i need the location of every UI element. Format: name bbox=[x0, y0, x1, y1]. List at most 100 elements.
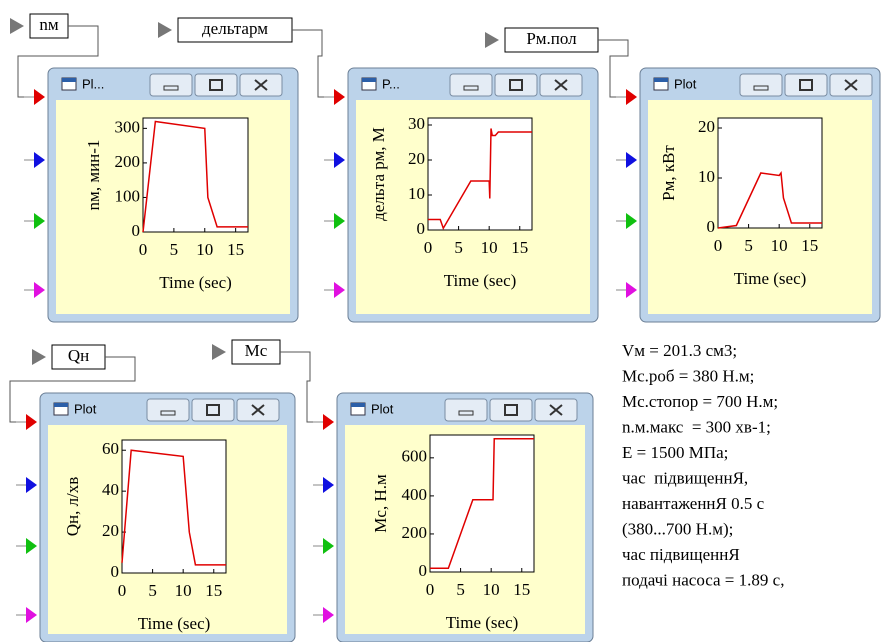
y-tick-label: 30 bbox=[408, 114, 425, 133]
y-tick-label: 300 bbox=[115, 117, 141, 136]
input-port bbox=[626, 282, 637, 298]
maximize-button[interactable] bbox=[192, 399, 234, 421]
y-tick-label: 0 bbox=[417, 219, 426, 238]
x-tick-label: 5 bbox=[744, 236, 753, 255]
y-axis-label: Qн, л/хв bbox=[63, 477, 82, 537]
x-tick-label: 5 bbox=[456, 580, 465, 599]
tag-arrow bbox=[32, 349, 46, 365]
y-tick-label: 400 bbox=[402, 485, 428, 504]
x-tick-label: 15 bbox=[511, 238, 528, 257]
input-port bbox=[626, 89, 637, 105]
input-port bbox=[26, 477, 37, 493]
tag-label: nм bbox=[39, 15, 59, 34]
input-port bbox=[626, 213, 637, 229]
y-tick-label: 0 bbox=[707, 217, 716, 236]
note-line: навантаженнЯ 0.5 с bbox=[622, 494, 765, 513]
x-axis-label: Time (sec) bbox=[734, 269, 807, 288]
tag-arrow bbox=[212, 344, 226, 360]
y-tick-label: 10 bbox=[408, 184, 425, 203]
maximize-button[interactable] bbox=[195, 74, 237, 96]
x-axis-label: Time (sec) bbox=[138, 614, 211, 633]
input-port bbox=[26, 538, 37, 554]
x-tick-label: 5 bbox=[148, 581, 157, 600]
x-tick-label: 10 bbox=[481, 238, 498, 257]
x-tick-label: 0 bbox=[118, 581, 127, 600]
input-port bbox=[323, 607, 334, 623]
note-line: Мс.стопор = 700 Н.м; bbox=[622, 392, 778, 411]
x-tick-label: 15 bbox=[513, 580, 530, 599]
y-axis-label: Мс, Н.м bbox=[371, 474, 390, 533]
y-tick-label: 20 bbox=[102, 521, 119, 540]
window-title: Plot bbox=[371, 401, 394, 416]
y-tick-label: 10 bbox=[698, 167, 715, 186]
note-line: час підвищеннЯ bbox=[622, 545, 740, 564]
x-tick-label: 10 bbox=[196, 240, 213, 259]
x-tick-label: 0 bbox=[714, 236, 723, 255]
y-tick-label: 60 bbox=[102, 439, 119, 458]
tag-arrow bbox=[10, 18, 24, 34]
x-tick-label: 10 bbox=[175, 581, 192, 600]
input-port bbox=[323, 477, 334, 493]
input-port bbox=[34, 152, 45, 168]
y-tick-label: 100 bbox=[115, 186, 141, 205]
input-port bbox=[26, 607, 37, 623]
input-port bbox=[34, 213, 45, 229]
x-tick-label: 0 bbox=[424, 238, 433, 257]
y-axis-label: дельта рм, М bbox=[369, 127, 388, 221]
y-tick-label: 0 bbox=[419, 561, 428, 580]
window-icon-bar bbox=[351, 403, 365, 407]
input-port bbox=[334, 213, 345, 229]
tag-label: Рм.пол bbox=[526, 29, 577, 48]
note-line: (380...700 Н.м); bbox=[622, 519, 733, 538]
input-port bbox=[334, 89, 345, 105]
window-title: Plot bbox=[674, 76, 697, 91]
x-axis-label: Time (sec) bbox=[444, 271, 517, 290]
x-tick-label: 10 bbox=[771, 236, 788, 255]
y-tick-label: 200 bbox=[115, 152, 141, 171]
plot-area bbox=[143, 118, 248, 232]
plot-area bbox=[428, 118, 532, 230]
y-tick-label: 600 bbox=[402, 447, 428, 466]
note-line: E = 1500 МПа; bbox=[622, 443, 728, 462]
y-axis-label: Рм, кВт bbox=[659, 145, 678, 201]
input-port bbox=[26, 414, 37, 430]
input-port bbox=[34, 89, 45, 105]
minimize-button[interactable] bbox=[445, 399, 487, 421]
note-line: подачі насоса = 1.89 с, bbox=[622, 570, 784, 589]
y-tick-label: 20 bbox=[698, 117, 715, 136]
tag-label: Qн bbox=[68, 346, 89, 365]
tag-label: дельтарм bbox=[202, 19, 268, 38]
input-port bbox=[334, 282, 345, 298]
input-port bbox=[334, 152, 345, 168]
x-tick-label: 5 bbox=[454, 238, 463, 257]
input-port bbox=[626, 152, 637, 168]
window-title: P... bbox=[382, 76, 400, 91]
maximize-button[interactable] bbox=[495, 74, 537, 96]
maximize-button[interactable] bbox=[785, 74, 827, 96]
x-tick-label: 0 bbox=[139, 240, 148, 259]
y-axis-label: nм, мин-1 bbox=[84, 140, 103, 211]
window-icon-bar bbox=[62, 78, 76, 82]
plot-area bbox=[718, 118, 822, 228]
window-title: Plot bbox=[74, 401, 97, 416]
input-port bbox=[323, 538, 334, 554]
x-axis-label: Time (sec) bbox=[446, 613, 519, 632]
minimize-button[interactable] bbox=[150, 74, 192, 96]
window-icon-bar bbox=[362, 78, 376, 82]
x-tick-label: 5 bbox=[170, 240, 179, 259]
minimize-button[interactable] bbox=[147, 399, 189, 421]
x-tick-label: 15 bbox=[801, 236, 818, 255]
tag-label: Мс bbox=[245, 341, 268, 360]
tag-arrow bbox=[485, 32, 499, 48]
minimize-button[interactable] bbox=[450, 74, 492, 96]
note-line: Vм = 201.3 см3; bbox=[622, 341, 737, 360]
x-tick-label: 15 bbox=[205, 581, 222, 600]
tag-arrow bbox=[158, 22, 172, 38]
note-line: час підвищеннЯ, bbox=[622, 468, 748, 487]
maximize-button[interactable] bbox=[490, 399, 532, 421]
plot-area bbox=[430, 435, 534, 572]
input-port bbox=[323, 414, 334, 430]
minimize-button[interactable] bbox=[740, 74, 782, 96]
screen: nмPl...0510150100200300Time (sec)nм, мин… bbox=[0, 0, 896, 642]
x-tick-label: 15 bbox=[227, 240, 244, 259]
